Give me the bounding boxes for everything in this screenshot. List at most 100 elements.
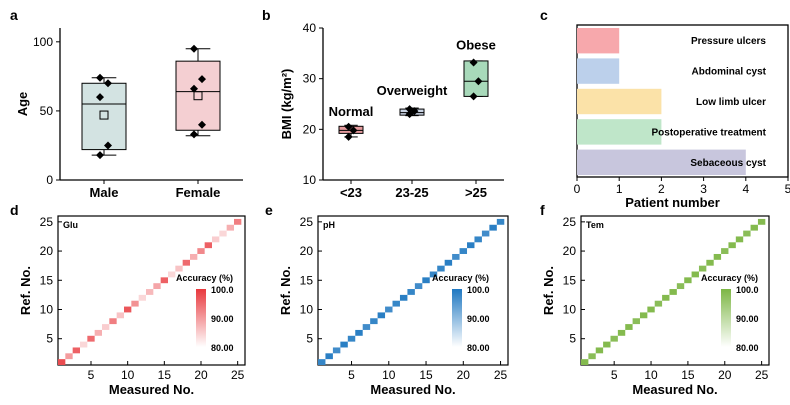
- x-tick-label: 5: [611, 368, 618, 382]
- mean-marker: [99, 110, 109, 120]
- panel-label-c: c: [540, 7, 548, 23]
- colorbar-tick-label: 100.0: [736, 285, 759, 295]
- heatmap-cell: [603, 341, 611, 348]
- x-tick-label: 20: [718, 368, 732, 382]
- heatmap-cell: [481, 230, 490, 237]
- y-tick-label: 25: [40, 215, 54, 229]
- y-tick-label: 30: [303, 72, 317, 86]
- heatmap-cell: [109, 318, 117, 325]
- heatmap-cell: [691, 271, 699, 278]
- y-tick-label: 5: [306, 332, 313, 346]
- heatmap-cell: [422, 277, 430, 284]
- heatmap-cell: [588, 353, 596, 360]
- x-tick-label: 15: [419, 368, 433, 382]
- heatmap-cell: [698, 265, 707, 272]
- x-axis-label: Measured No.: [109, 382, 194, 397]
- mean-marker: [193, 91, 203, 101]
- heatmap-cell: [325, 353, 333, 360]
- x-tick-label: 20: [194, 368, 208, 382]
- y-tick-label: 40: [303, 21, 317, 35]
- y-tick-label: 0: [46, 173, 53, 187]
- box: [81, 82, 127, 151]
- data-point: [96, 73, 104, 82]
- heatmap-cell: [87, 335, 95, 342]
- box: [463, 60, 489, 97]
- bar: [577, 119, 662, 145]
- heatmap-cell: [735, 236, 744, 243]
- x-tick-label: 20: [457, 368, 471, 382]
- data-point: [469, 58, 478, 67]
- heatmap-cell: [340, 341, 348, 348]
- heatmap-cell: [625, 324, 633, 330]
- heatmap-cell: [757, 218, 766, 225]
- x-axis-label: Patient number: [625, 195, 720, 210]
- data-point: [198, 120, 206, 129]
- x-tick-label: 25: [231, 368, 245, 382]
- heatmap-cell: [467, 242, 475, 249]
- plot-frame: [57, 215, 246, 366]
- data-point: [474, 77, 483, 86]
- bar-label: Pressure ulcers: [691, 36, 766, 47]
- data-point: [405, 105, 414, 114]
- bar: [577, 58, 620, 84]
- y-tick-label: 15: [563, 273, 577, 287]
- bar-label: Postoperative treatment: [652, 127, 767, 138]
- colorbar-tick-label: 100.0: [211, 285, 234, 295]
- heatmap-cell: [414, 283, 423, 290]
- y-tick-label: 20: [563, 244, 577, 258]
- y-tick-label: 5: [46, 332, 53, 346]
- x-axis-label: Measured No.: [632, 382, 717, 397]
- y-axis-label: Ref. No.: [541, 266, 556, 315]
- heatmap-cell: [639, 312, 648, 319]
- heatmap-cell: [226, 224, 234, 231]
- plot-frame: [317, 215, 509, 366]
- heatmap-cell: [362, 324, 371, 330]
- panel-label-f: f: [540, 202, 545, 218]
- heatmap-cell: [124, 306, 132, 313]
- y-tick-label: 10: [300, 302, 314, 316]
- heatmap-cell: [204, 242, 212, 249]
- panel-a-plot: 0 50 100 Age Male Female: [15, 28, 243, 200]
- panel-label-d: d: [10, 202, 19, 218]
- heatmap-cell: [684, 277, 692, 284]
- heatmap-cell: [197, 248, 205, 254]
- heatmap-cell: [444, 259, 453, 266]
- heatmap-cell: [647, 306, 655, 313]
- heatmap-cell: [65, 353, 73, 360]
- heatmap-cell: [385, 306, 393, 313]
- heatmap-cell: [80, 341, 88, 348]
- data-point: [198, 75, 206, 84]
- x-tick-label: 5: [348, 368, 355, 382]
- y-tick-label: 25: [300, 215, 314, 229]
- colorbar-title: Accuracy (%): [176, 273, 233, 283]
- heatmap-cell: [131, 300, 139, 307]
- bar: [577, 88, 662, 115]
- x-tick-label: <23: [340, 185, 362, 200]
- data-point: [469, 92, 478, 101]
- heatmap-cell: [489, 224, 497, 231]
- x-tick-label: 3: [700, 182, 707, 196]
- colorbar-tick-label: 90.00: [736, 314, 759, 324]
- heatmap-cell: [706, 259, 714, 266]
- heatmap-cell: [102, 324, 110, 330]
- heatmap-cell: [474, 236, 482, 243]
- heatmap-cell: [153, 283, 161, 290]
- heatmap-cell: [377, 312, 386, 319]
- heatmap-cell: [175, 265, 183, 272]
- data-point: [190, 44, 198, 53]
- data-point: [344, 132, 353, 141]
- bar-label: Low limb ulcer: [696, 97, 766, 108]
- y-tick-label: 50: [40, 104, 54, 118]
- heatmap-cell: [581, 359, 589, 365]
- panel-d-plot: 5 10 15 20 25 5 10 15 20 25 Measured No. Ref. No. Gl…: [18, 215, 246, 397]
- y-axis-label: Ref. No.: [18, 266, 33, 315]
- colorbar-tick-label: 80.00: [467, 343, 490, 353]
- data-point: [104, 79, 112, 88]
- heatmap-cell: [212, 236, 220, 243]
- heatmap-cell: [728, 242, 736, 249]
- heatmap-cell: [662, 294, 670, 301]
- x-tick-label: 15: [681, 368, 695, 382]
- x-tick-label: 5: [785, 182, 790, 196]
- y-axis-label: Age: [15, 92, 30, 117]
- x-tick-label: Female: [176, 185, 221, 200]
